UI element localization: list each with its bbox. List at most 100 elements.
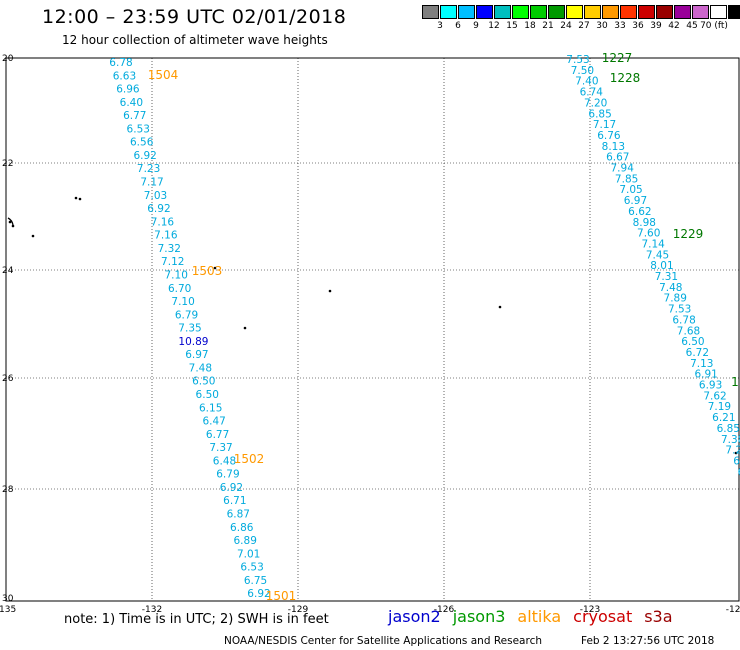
island-dot bbox=[8, 220, 12, 224]
longitude-label: -126 bbox=[434, 605, 455, 615]
wave-height-value: 6.92 bbox=[247, 588, 270, 600]
jason3-track: 7.537.507.406.747.206.857.176.768.136.67… bbox=[566, 51, 740, 478]
island-dot bbox=[498, 305, 502, 309]
pass-time-label: 1504 bbox=[148, 68, 179, 82]
wave-height-value: 6.87 bbox=[227, 509, 250, 521]
pass-time-label: 1502 bbox=[234, 452, 265, 466]
wave-height-value: 6.67 bbox=[606, 152, 629, 164]
wave-height-value: 6.9 bbox=[738, 466, 740, 478]
wave-height-value: 7.16 bbox=[154, 230, 178, 242]
color-scale-label: 24 bbox=[560, 21, 572, 31]
color-scale-swatch bbox=[638, 5, 655, 19]
wave-height-value: 7.89 bbox=[664, 293, 687, 305]
wave-height-value: 6.47 bbox=[202, 416, 225, 428]
color-scale-swatch bbox=[674, 5, 691, 19]
longitude-label: -129 bbox=[288, 605, 309, 615]
wave-height-value: 7.48 bbox=[189, 362, 212, 374]
satellite-altika: altika bbox=[517, 607, 562, 626]
island-outline bbox=[7, 217, 14, 226]
wave-height-value: 6.78 bbox=[672, 314, 695, 326]
wave-height-value: 6.96 bbox=[116, 84, 140, 96]
color-scale-swatch bbox=[566, 5, 583, 19]
map-title: 12:00 – 23:59 UTC 02/01/2018 bbox=[42, 6, 347, 28]
islands bbox=[7, 196, 738, 455]
color-scale-swatch bbox=[458, 5, 475, 19]
wave-height-value: 6.76 bbox=[597, 130, 621, 142]
wave-height-value: 7.94 bbox=[611, 163, 635, 175]
wave-height-value: 7.45 bbox=[646, 249, 669, 261]
wave-height-value: 7.17 bbox=[140, 177, 163, 189]
wave-height-value: 7.37 bbox=[209, 442, 232, 454]
island-dot bbox=[74, 196, 78, 200]
wave-height-value: 7.23 bbox=[137, 163, 160, 175]
wave-height-value: 6.71 bbox=[223, 495, 246, 507]
color-scale-label: 30 bbox=[596, 21, 608, 31]
wave-height-value: 6.78 bbox=[109, 57, 132, 69]
color-scale-label: 6 bbox=[455, 21, 461, 31]
wave-height-value: 6.72 bbox=[686, 347, 709, 359]
color-scale-label: 45 bbox=[686, 21, 698, 31]
satellite-jason3: jason3 bbox=[452, 607, 506, 626]
wave-height-value: 6.21 bbox=[712, 412, 735, 424]
wave-height-value: 6.48 bbox=[213, 455, 236, 467]
color-scale-label: 36 bbox=[632, 21, 644, 31]
satellite-jason2: jason2 bbox=[388, 607, 441, 626]
longitude-label: -120 bbox=[726, 605, 740, 615]
color-scale-label: 12 bbox=[488, 21, 500, 31]
wave-height-value: 6.77 bbox=[123, 110, 146, 122]
color-scale-label: 3 bbox=[437, 21, 443, 31]
wave-height-value: 6.92 bbox=[147, 203, 170, 215]
longitude-label: -132 bbox=[142, 605, 162, 615]
color-scale-swatch bbox=[422, 5, 439, 19]
wave-height-value: 6.53 bbox=[127, 123, 150, 135]
wave-height-value: 6.15 bbox=[199, 402, 222, 414]
latitude-label: 20 bbox=[2, 54, 14, 64]
wave-height-value: 7.12 bbox=[161, 256, 184, 268]
footer-note: note: 1) Time is in UTC; 2) SWH is in fe… bbox=[64, 612, 329, 627]
wave-height-value: 7.05 bbox=[619, 184, 642, 196]
wave-height-value: 6.74 bbox=[580, 87, 604, 99]
color-scale-label: 9 bbox=[473, 21, 479, 31]
color-scale-swatch bbox=[692, 5, 709, 19]
wave-height-value: 7.60 bbox=[637, 228, 660, 240]
color-scale-label: 33 bbox=[614, 21, 626, 31]
wave-height-value: 7.14 bbox=[641, 238, 665, 250]
wave-height-value: 6.62 bbox=[628, 206, 651, 218]
longitude-label: -123 bbox=[580, 605, 600, 615]
island-dot bbox=[243, 326, 247, 330]
wave-height-value: 7.40 bbox=[575, 76, 598, 88]
pass-time-label: 1503 bbox=[192, 264, 223, 278]
wave-height-value: 7.19 bbox=[708, 401, 731, 413]
wave-height-value: 6.50 bbox=[196, 389, 219, 401]
color-scale-swatch bbox=[530, 5, 547, 19]
color-scale-swatch bbox=[476, 5, 493, 19]
altika-track: 6.786.636.966.406.776.536.566.927.237.17… bbox=[109, 57, 296, 603]
latitude-label: 26 bbox=[2, 374, 14, 384]
latitude-label: 22 bbox=[2, 159, 13, 169]
wave-height-value: 7.13 bbox=[690, 358, 713, 370]
wave-height-value: 7.85 bbox=[615, 173, 638, 185]
satellite-cryosat: cryosat bbox=[573, 607, 633, 626]
wave-height-value: 6.92 bbox=[220, 482, 243, 494]
wave-height-value: 6.50 bbox=[192, 376, 215, 388]
color-scale-swatch bbox=[440, 5, 457, 19]
pass-time-label: 1228 bbox=[610, 71, 641, 85]
island-dot bbox=[328, 289, 332, 293]
wave-height-value: 6.86 bbox=[230, 522, 254, 534]
pass-time-label: 1229 bbox=[673, 227, 704, 241]
wave-height-value: 7.03 bbox=[144, 190, 167, 202]
wave-height-value: 6.97 bbox=[624, 195, 647, 207]
map-subtitle: 12 hour collection of altimeter wave hei… bbox=[62, 33, 328, 47]
island-dot bbox=[31, 234, 35, 238]
color-scale-swatch bbox=[584, 5, 601, 19]
island-dot bbox=[734, 451, 738, 455]
color-scale-label: 39 bbox=[650, 21, 662, 31]
island-dot bbox=[213, 266, 217, 270]
wave-height-value: 7.62 bbox=[703, 390, 726, 402]
wave-height-value: 7.20 bbox=[584, 97, 607, 109]
color-scale-swatch bbox=[728, 5, 740, 19]
wave-height-value: 6.75 bbox=[244, 575, 267, 587]
wave-height-value: 8.01 bbox=[650, 260, 673, 272]
latitude-label: 28 bbox=[2, 485, 14, 495]
